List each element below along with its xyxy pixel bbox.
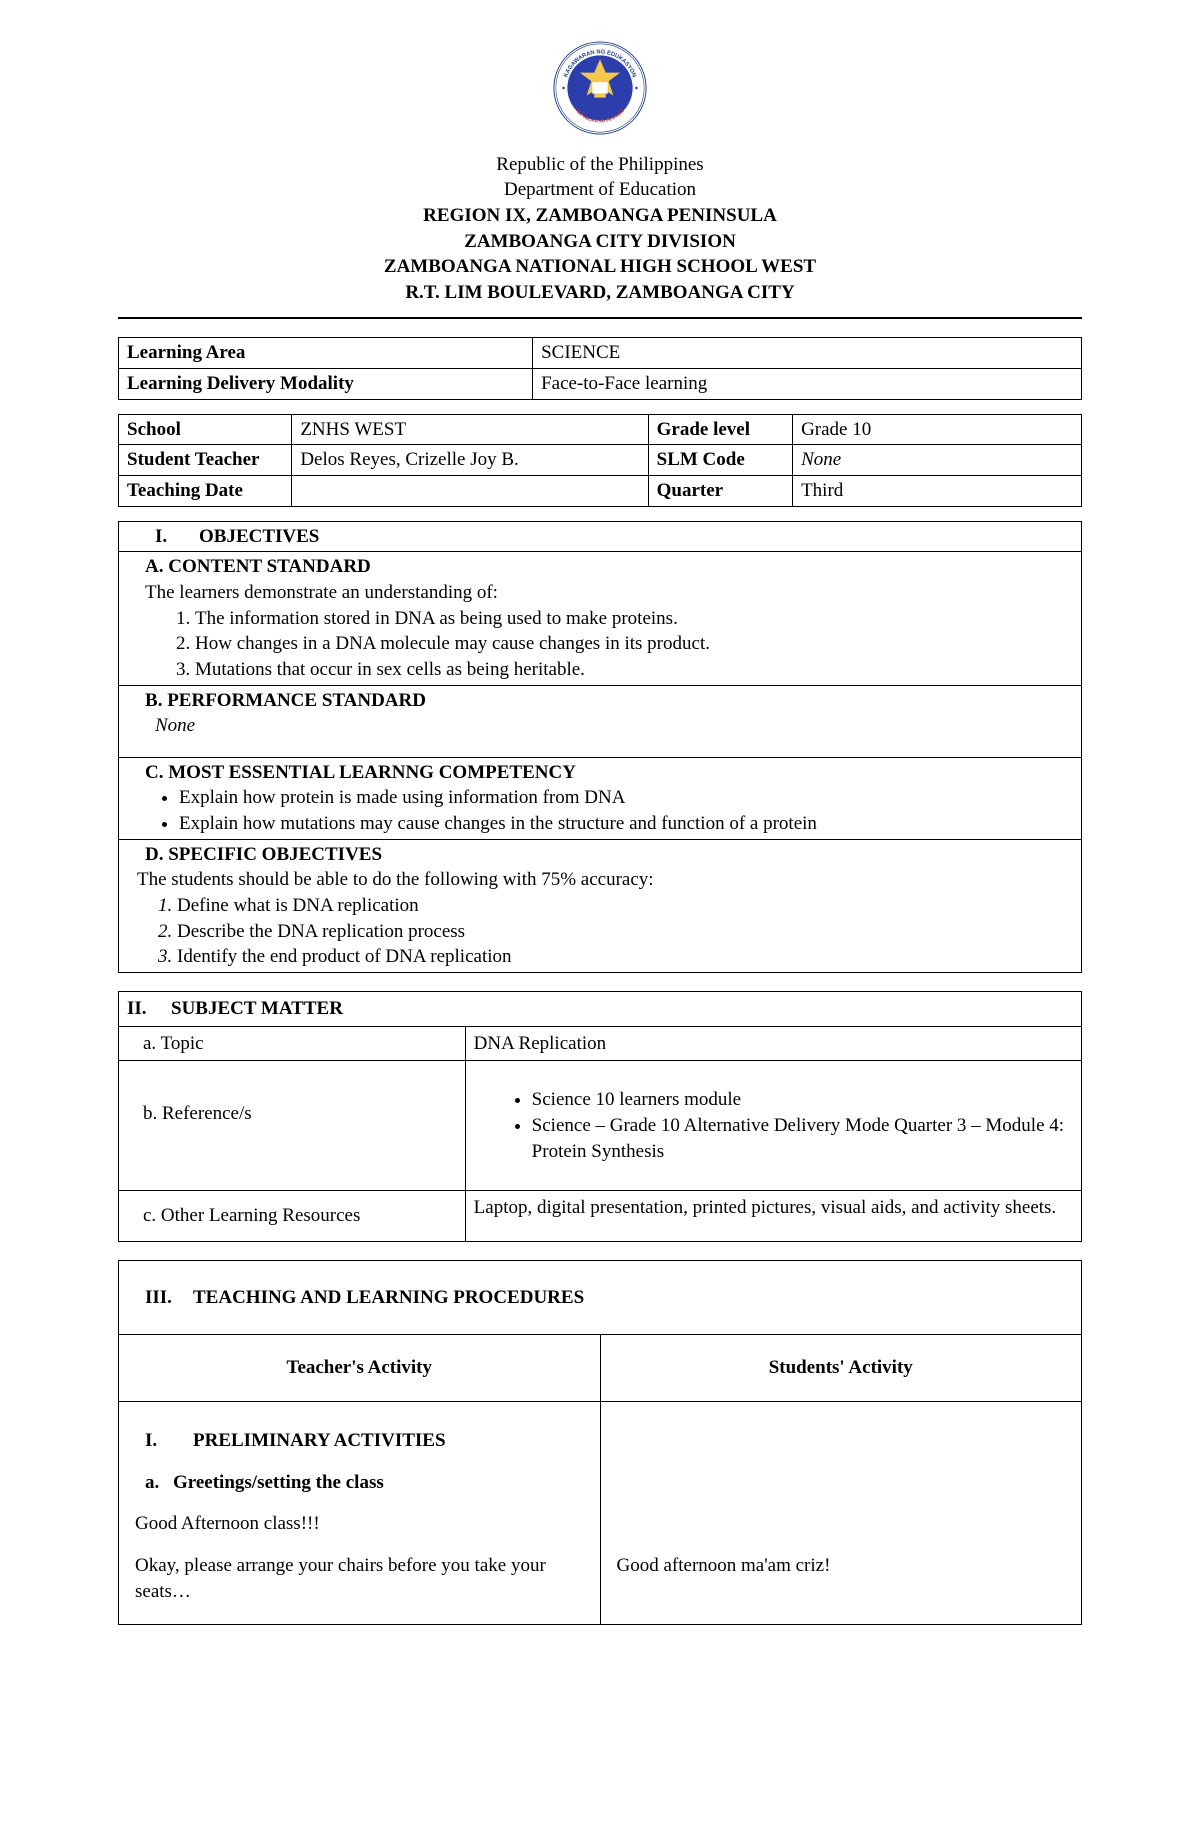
teacher-label: Student Teacher xyxy=(127,449,260,470)
grade-value: Grade 10 xyxy=(801,419,871,440)
subject-matter-heading: II.SUBJECT MATTER xyxy=(119,991,1082,1026)
list-item: Science – Grade 10 Alternative Delivery … xyxy=(532,1113,1073,1164)
school-label: School xyxy=(127,419,181,440)
modality-label: Learning Delivery Modality xyxy=(127,373,354,394)
header-line-5: ZAMBOANGA NATIONAL HIGH SCHOOL WEST xyxy=(90,254,1110,280)
teacher-line-1: Good Afternoon class!!! xyxy=(135,1511,584,1537)
school-value: ZNHS WEST xyxy=(300,419,406,440)
header-line-6: R.T. LIM BOULEVARD, ZAMBOANGA CITY xyxy=(90,280,1110,306)
list-item: Explain how protein is made using inform… xyxy=(179,785,1073,811)
list-item: Identify the end product of DNA replicat… xyxy=(177,944,1073,970)
list-item: Define what is DNA replication xyxy=(177,893,1073,919)
school-info-table: School ZNHS WEST Grade level Grade 10 St… xyxy=(118,414,1082,507)
other-resources-label: c. Other Learning Resources xyxy=(143,1205,360,1226)
melc-heading: C. MOST ESSENTIAL LEARNNG COMPETENCY xyxy=(127,760,1073,786)
references-list: Science 10 learners module Science – Gra… xyxy=(512,1087,1073,1164)
content-standard-intro: The learners demonstrate an understandin… xyxy=(127,580,1073,606)
students-activity-header: Students' Activity xyxy=(600,1335,1082,1402)
teacher-line-2: Okay, please arrange your chairs before … xyxy=(135,1553,584,1604)
list-item: Explain how mutations may cause changes … xyxy=(179,811,1073,837)
grade-label: Grade level xyxy=(657,419,750,440)
deped-seal: KAGAWARAN NG EDUKASYON REPUBLIKA NG PILI… xyxy=(552,40,648,144)
header-line-2: Department of Education xyxy=(90,177,1110,203)
list-item: The information stored in DNA as being u… xyxy=(195,606,1073,632)
list-item: Science 10 learners module xyxy=(532,1087,1073,1113)
specific-objectives-list: Define what is DNA replication Describe … xyxy=(127,893,1073,970)
melc-list: Explain how protein is made using inform… xyxy=(127,785,1073,836)
performance-standard-heading: B. PERFORMANCE STANDARD xyxy=(127,688,1073,714)
quarter-value: Third xyxy=(801,480,843,501)
quarter-label: Quarter xyxy=(657,480,723,501)
date-label: Teaching Date xyxy=(127,480,243,501)
header-line-4: ZAMBOANGA CITY DIVISION xyxy=(90,229,1110,255)
objectives-table: I.OBJECTIVES A. CONTENT STANDARD The lea… xyxy=(118,521,1082,973)
topic-label: a. Topic xyxy=(143,1033,204,1054)
specific-objectives-intro: The students should be able to do the fo… xyxy=(127,867,1073,893)
procedures-table: III.TEACHING AND LEARNING PROCEDURES Tea… xyxy=(118,1260,1082,1625)
references-label: b. Reference/s xyxy=(143,1103,252,1124)
procedures-heading: III.TEACHING AND LEARNING PROCEDURES xyxy=(119,1260,1082,1335)
objectives-heading: I.OBJECTIVES xyxy=(119,521,1082,552)
document-header: KAGAWARAN NG EDUKASYON REPUBLIKA NG PILI… xyxy=(90,40,1110,305)
slm-value: None xyxy=(801,449,841,470)
student-line-1: Good afternoon ma'am criz! xyxy=(617,1553,1066,1579)
slm-label: SLM Code xyxy=(657,449,745,470)
modality-value: Face-to-Face learning xyxy=(541,373,707,394)
header-line-1: Republic of the Philippines xyxy=(90,152,1110,178)
list-item: Describe the DNA replication process xyxy=(177,919,1073,945)
content-standard-heading: A. CONTENT STANDARD xyxy=(127,554,1073,580)
students-activity-cell: Good afternoon ma'am criz! xyxy=(600,1402,1082,1625)
content-standard-list: The information stored in DNA as being u… xyxy=(127,606,1073,683)
performance-standard-value: None xyxy=(127,713,1073,739)
teacher-activity-header: Teacher's Activity xyxy=(119,1335,601,1402)
header-underline xyxy=(118,317,1082,319)
learning-info-table: Learning Area SCIENCE Learning Delivery … xyxy=(118,337,1082,399)
teacher-activity-cell: I.PRELIMINARY ACTIVITIES a.Greetings/set… xyxy=(119,1402,601,1625)
specific-objectives-heading: D. SPECIFIC OBJECTIVES xyxy=(127,842,1073,868)
learning-area-label: Learning Area xyxy=(127,342,245,363)
teacher-value: Delos Reyes, Crizelle Joy B. xyxy=(300,449,518,470)
learning-area-value: SCIENCE xyxy=(541,342,620,363)
list-item: Mutations that occur in sex cells as bei… xyxy=(195,657,1073,683)
list-item: How changes in a DNA molecule may cause … xyxy=(195,631,1073,657)
topic-value: DNA Replication xyxy=(474,1033,606,1054)
other-resources-value: Laptop, digital presentation, printed pi… xyxy=(474,1197,1057,1218)
header-line-3: REGION IX, ZAMBOANGA PENINSULA xyxy=(90,203,1110,229)
subject-matter-table: II.SUBJECT MATTER a. Topic DNA Replicati… xyxy=(118,991,1082,1242)
